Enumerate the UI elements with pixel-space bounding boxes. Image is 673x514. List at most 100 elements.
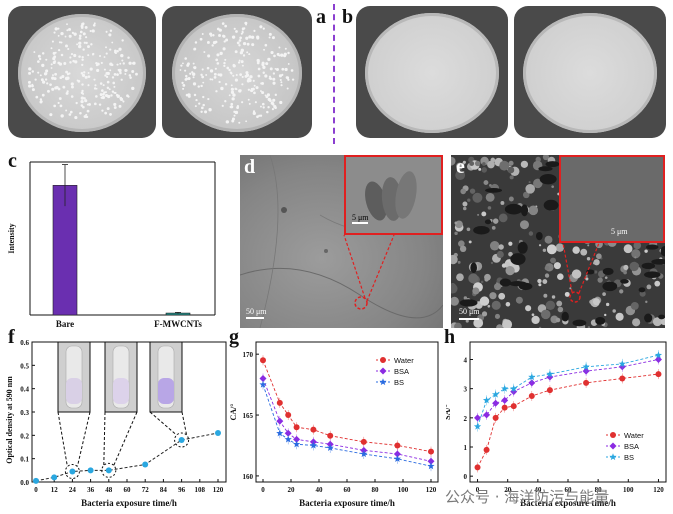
colony <box>109 62 113 66</box>
colony <box>82 48 85 51</box>
colony <box>119 97 124 102</box>
colony <box>242 41 247 46</box>
h-xtick-label: 100 <box>623 486 634 494</box>
panel-label-g: g <box>229 326 239 348</box>
colony <box>286 76 290 80</box>
sem-e-zoom-line <box>578 242 600 294</box>
f-point <box>215 430 221 436</box>
sem-particle <box>489 240 500 251</box>
colony <box>58 97 62 100</box>
sem-particle <box>484 277 489 282</box>
colony <box>100 96 103 99</box>
colony <box>92 52 95 56</box>
sem-particle <box>458 240 465 247</box>
sem-e: 5 μm 50 μm <box>451 155 665 328</box>
colony <box>131 86 135 91</box>
colony <box>239 73 242 77</box>
colony <box>235 74 238 77</box>
f-point <box>105 467 112 474</box>
colony <box>68 34 72 38</box>
colony <box>272 81 276 85</box>
f-xtick-label: 0 <box>34 486 38 494</box>
sem-particle <box>542 248 547 252</box>
sem-pore <box>620 279 629 284</box>
colony <box>211 44 214 47</box>
g-ytick-label: 160 <box>243 473 254 481</box>
colony <box>106 80 110 84</box>
sem-particle <box>479 296 490 306</box>
colony <box>111 76 115 79</box>
colony <box>233 114 236 117</box>
colony <box>207 97 210 101</box>
colony <box>51 87 55 91</box>
colony <box>228 68 231 72</box>
sem-particle <box>604 276 608 279</box>
f-point <box>178 437 185 443</box>
colony <box>112 81 115 85</box>
h-xtick-label: 80 <box>595 486 603 494</box>
colony <box>57 49 61 52</box>
colony <box>268 75 271 78</box>
colony <box>182 62 184 65</box>
colony <box>252 110 256 113</box>
colony <box>194 105 197 108</box>
colony <box>35 95 39 99</box>
colony <box>52 74 54 77</box>
colony <box>256 35 260 39</box>
colony <box>202 103 205 107</box>
f-vial-liquid <box>66 378 82 404</box>
sem-particle <box>569 287 572 290</box>
colony <box>279 100 283 105</box>
colony <box>60 53 64 57</box>
sem-particle <box>634 256 637 259</box>
colony <box>286 87 289 90</box>
colony <box>81 73 86 77</box>
colony <box>39 74 42 77</box>
colony <box>283 54 287 58</box>
h-point-1 <box>501 396 509 404</box>
sem-particle <box>557 273 564 280</box>
h-xtick-label: 20 <box>504 486 512 494</box>
colony <box>37 54 41 58</box>
sem-particle <box>459 245 467 253</box>
colony <box>180 64 183 67</box>
colony <box>49 83 52 87</box>
colony <box>226 66 230 70</box>
colony <box>265 62 269 66</box>
colony <box>237 61 241 64</box>
sem-particle <box>485 192 495 202</box>
sem-particle <box>473 318 484 328</box>
g-legend-label-2: BS <box>394 378 404 387</box>
sem-particle <box>652 317 662 327</box>
sem-particle <box>468 273 479 284</box>
colony <box>181 81 184 85</box>
colony <box>269 77 273 81</box>
sem-pore <box>638 287 646 293</box>
sem-particle <box>585 277 589 281</box>
h-point-0 <box>492 414 499 421</box>
colony <box>195 98 198 102</box>
colony <box>262 71 265 74</box>
colony <box>233 110 236 113</box>
sem-particle <box>537 278 542 284</box>
colony <box>231 35 236 39</box>
colony <box>54 86 58 90</box>
f-xtick-label: 84 <box>160 486 168 494</box>
colony <box>253 29 256 32</box>
colony <box>270 50 274 55</box>
colony <box>247 88 251 91</box>
sem-particle <box>630 301 639 310</box>
g-series-line-2 <box>262 384 432 467</box>
colony <box>80 104 84 107</box>
colony <box>281 73 284 76</box>
colony <box>131 69 135 73</box>
colony <box>65 109 68 112</box>
sem-particle <box>487 304 491 308</box>
colony <box>276 52 280 56</box>
sem-particle <box>456 273 464 282</box>
colony <box>187 93 190 96</box>
sem-particle <box>528 231 534 236</box>
colony <box>122 62 125 65</box>
colony <box>197 85 200 88</box>
